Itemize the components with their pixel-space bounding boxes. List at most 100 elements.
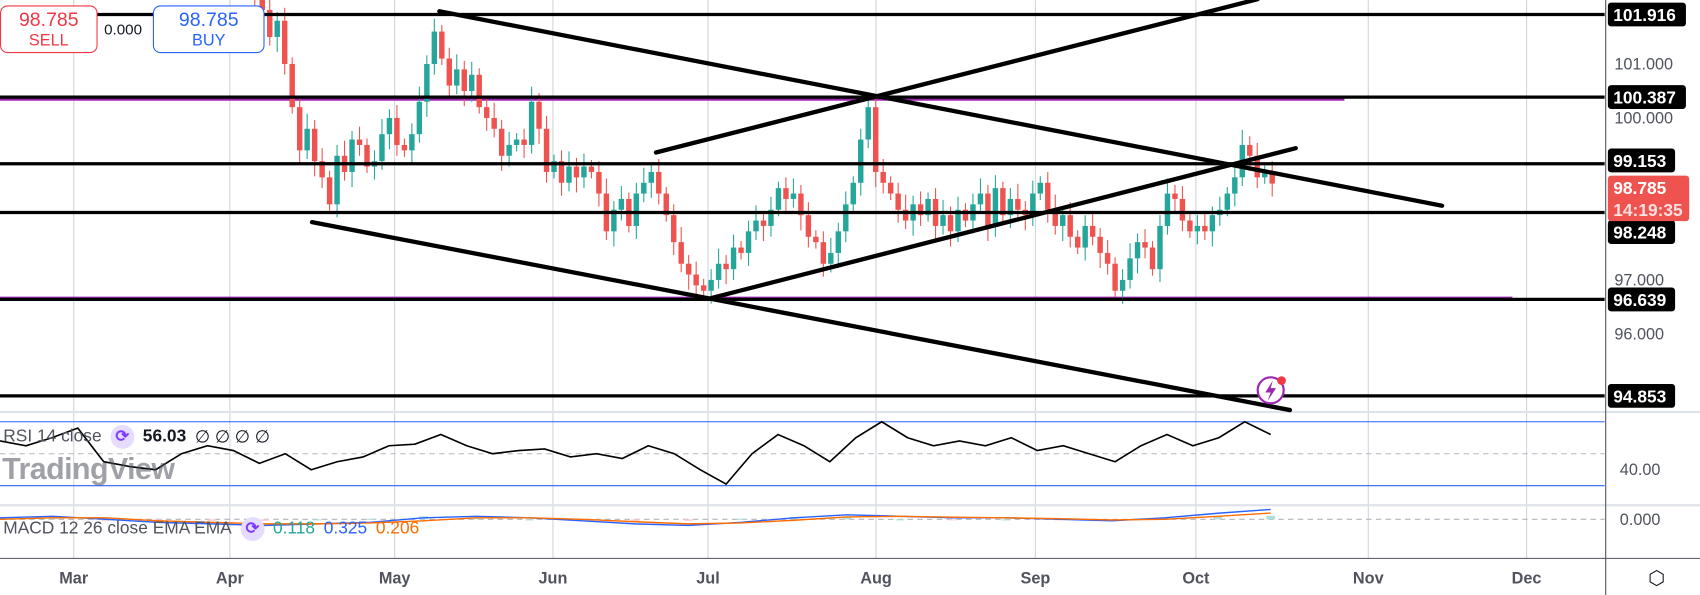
candle-body bbox=[439, 31, 445, 59]
candle-body bbox=[521, 139, 527, 145]
time-axis-tick: Nov bbox=[1353, 569, 1384, 587]
candle-body bbox=[334, 155, 340, 205]
price-level-label-box bbox=[1607, 220, 1676, 244]
price-level-label: 94.853 bbox=[1613, 386, 1666, 406]
macd-histogram-bar bbox=[1266, 515, 1276, 520]
macd-histogram-bar bbox=[736, 518, 746, 520]
candle-body bbox=[409, 134, 415, 151]
time-axis-tick: Sep bbox=[1021, 569, 1051, 587]
sync-icon[interactable]: ⟳ bbox=[240, 517, 265, 542]
macd-histogram-bar bbox=[842, 517, 852, 520]
tradingview-logo: TradingView bbox=[2, 452, 175, 486]
candle-body bbox=[813, 236, 819, 243]
macd-legend[interactable]: MACD 12 26 close EMA EMA ⟳ 0.118 0.325 0… bbox=[3, 517, 419, 542]
time-axis-tick: May bbox=[379, 569, 411, 587]
candle-body bbox=[1127, 258, 1133, 280]
buy-price: 98.785 bbox=[178, 8, 239, 31]
candle-body bbox=[887, 182, 894, 194]
current-price-label: 98.785 bbox=[1613, 178, 1666, 198]
time-axis-tick: Apr bbox=[216, 569, 245, 587]
candle-body bbox=[992, 188, 999, 226]
candle-body bbox=[386, 117, 393, 135]
candle-body bbox=[708, 279, 714, 291]
candle-body bbox=[454, 69, 460, 86]
candle-body bbox=[1172, 193, 1178, 199]
candle-body bbox=[461, 69, 467, 91]
price-level-label-box bbox=[1607, 85, 1686, 109]
macd-histogram-bar bbox=[1001, 519, 1011, 521]
candle-body bbox=[753, 220, 759, 232]
candle-body bbox=[498, 128, 505, 156]
candle-body bbox=[551, 161, 557, 172]
price-level-label-box bbox=[1607, 2, 1686, 27]
time-axis-tick: Oct bbox=[1182, 569, 1210, 587]
candle-body bbox=[790, 193, 797, 199]
price-level-label: 98.248 bbox=[1613, 223, 1666, 243]
candle-body bbox=[304, 128, 310, 151]
candle-body bbox=[685, 263, 692, 275]
candle-body bbox=[1224, 193, 1231, 210]
candle-body bbox=[715, 263, 722, 280]
price-level-label-box bbox=[1607, 383, 1676, 408]
candle-body bbox=[1187, 220, 1193, 232]
candle-body bbox=[506, 144, 512, 156]
buy-button[interactable]: 98.785 BUY bbox=[152, 5, 265, 54]
rsi-legend-extras: ∅ ∅ ∅ ∅ bbox=[194, 428, 270, 447]
candle-body bbox=[611, 209, 617, 232]
candle-body bbox=[558, 161, 565, 183]
price-level-label: 100.387 bbox=[1613, 88, 1676, 108]
trendline[interactable] bbox=[653, 0, 1260, 155]
candle-body bbox=[895, 193, 901, 210]
candle-body bbox=[633, 193, 640, 226]
candle-body bbox=[1007, 198, 1014, 216]
macd-histogram-bar bbox=[1160, 517, 1170, 520]
candle-body bbox=[1232, 177, 1238, 194]
trendline[interactable] bbox=[708, 146, 1298, 301]
candle-body bbox=[476, 74, 482, 108]
candle-body bbox=[543, 128, 550, 172]
candle-body bbox=[1097, 236, 1103, 253]
candle-body bbox=[1157, 225, 1163, 270]
buy-label: BUY bbox=[191, 31, 226, 50]
candle-body bbox=[798, 193, 804, 216]
candle-body bbox=[1060, 215, 1066, 226]
macd-legend-name: MACD 12 26 close EMA EMA bbox=[3, 519, 232, 538]
candle-body bbox=[768, 209, 774, 226]
price-axis-tick: 101.000 bbox=[1614, 55, 1673, 73]
candle-body bbox=[738, 247, 744, 253]
sell-button[interactable]: 98.785 SELL bbox=[0, 5, 98, 54]
sell-price: 98.785 bbox=[18, 8, 79, 31]
macd-histogram-bar bbox=[207, 519, 217, 521]
price-axis-tick: 96.000 bbox=[1614, 325, 1664, 343]
settings-icon[interactable]: ⬡ bbox=[1648, 567, 1666, 589]
candle-body bbox=[349, 139, 355, 172]
time-axis-tick: Mar bbox=[59, 569, 89, 587]
watermark-text: TradingView bbox=[2, 452, 175, 486]
macd-histogram-bar bbox=[101, 519, 111, 521]
candle-body bbox=[730, 247, 737, 270]
candle-body bbox=[536, 101, 542, 129]
macd-histogram-bar bbox=[895, 519, 905, 521]
candle-body bbox=[618, 198, 625, 210]
sync-icon[interactable]: ⟳ bbox=[110, 425, 135, 449]
rsi-legend[interactable]: RSI 14 close ⟳ 56.03 ∅ ∅ ∅ ∅ bbox=[3, 425, 270, 449]
macd-histogram-bar bbox=[313, 519, 323, 521]
candle-body bbox=[880, 171, 886, 183]
time-axis-tick: Jun bbox=[538, 569, 567, 587]
trendline[interactable] bbox=[437, 9, 1445, 208]
candle-body bbox=[394, 117, 400, 145]
candle-body bbox=[1149, 247, 1156, 270]
candle-body bbox=[296, 107, 303, 151]
candle-body bbox=[648, 171, 654, 183]
macd-signal-line bbox=[0, 512, 1271, 525]
macd-histogram-bar bbox=[48, 517, 58, 520]
trendline[interactable] bbox=[309, 219, 1293, 413]
candle-body bbox=[379, 134, 385, 162]
rsi-axis-tick: 40.00 bbox=[1620, 461, 1661, 479]
bar-countdown-label: 14:19:35 bbox=[1613, 200, 1683, 220]
candle-body bbox=[274, 20, 280, 37]
candle-body bbox=[1052, 209, 1058, 226]
rsi-legend-name: RSI 14 close bbox=[3, 427, 102, 446]
